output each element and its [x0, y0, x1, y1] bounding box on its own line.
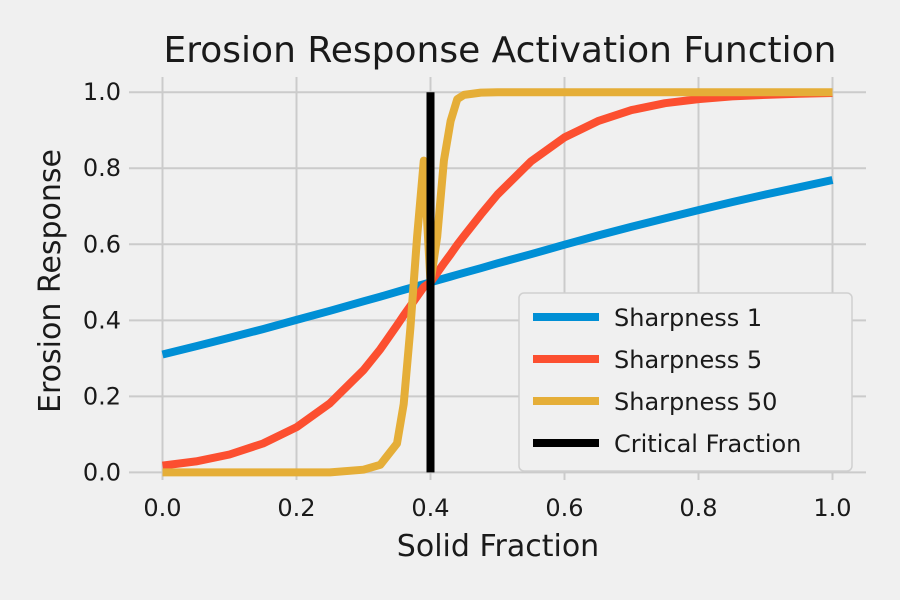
x-tick-label: 0.8: [679, 494, 717, 522]
x-axis-label: Solid Fraction: [397, 529, 599, 564]
legend: Sharpness 1 Sharpness 5 Sharpness 50 Critic…: [518, 292, 853, 472]
legend-label: Sharpness 50: [614, 388, 777, 416]
x-tick-label: 0.0: [143, 494, 181, 522]
chart-title: Erosion Response Activation Function: [164, 30, 837, 71]
tick-labels: 0.0 0.2 0.4 0.6 0.8 1.0 0.0 0.2 0.4 0.6 0.8 1.0: [83, 78, 852, 522]
series-line-1: [161, 176, 834, 359]
x-tick-label: 0.4: [411, 494, 449, 522]
legend-label: Sharpness 1: [614, 304, 762, 332]
y-tick-label: 0.2: [83, 382, 121, 410]
x-tick-label: 1.0: [813, 494, 851, 522]
x-tick-label: 0.6: [545, 494, 583, 522]
legend-box: [518, 292, 853, 472]
x-tick-label: 0.2: [277, 494, 315, 522]
legend-label: Critical Fraction: [614, 430, 801, 458]
series-line-3: [162, 88, 833, 477]
legend-label: Sharpness 5: [614, 346, 762, 374]
series-line-2: [162, 89, 833, 470]
y-tick-label: 0.8: [83, 154, 121, 182]
series-layer: [161, 88, 834, 477]
y-tick-label: 1.0: [83, 78, 121, 106]
y-tick-label: 0.6: [83, 230, 121, 258]
y-axis-label: Erosion Response: [33, 149, 68, 413]
y-tick-label: 0.4: [83, 306, 121, 334]
y-tick-label: 0.0: [83, 458, 121, 486]
